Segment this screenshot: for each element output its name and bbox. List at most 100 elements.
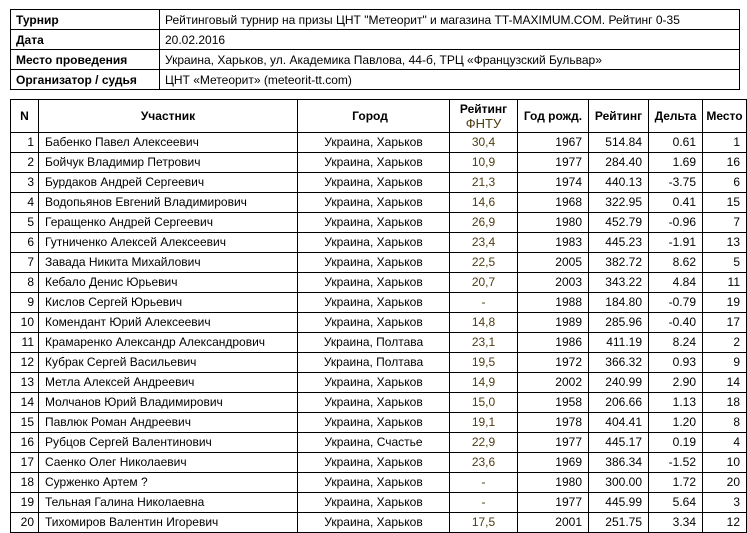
row-cell-delta: -0.40: [648, 312, 703, 333]
table-row: 14 Молчанов Юрий Владимирович Украина, Хар…: [10, 392, 747, 413]
row-cell-birth-year: 1980: [517, 472, 589, 493]
row-cell-city: Украина, Харьков: [297, 472, 450, 493]
row-cell-fntu-rating: 22,9: [449, 432, 518, 453]
row-cell-birth-year: 1988: [517, 292, 589, 313]
row-cell-fntu-rating: 26,9: [449, 212, 518, 233]
row-cell-place: 2: [702, 332, 747, 353]
table-row: 13 Метла Алексей Андреевич Украина, Харько…: [10, 372, 747, 393]
row-cell-rating: 382.72: [588, 252, 649, 273]
row-cell-city: Украина, Харьков: [297, 132, 450, 153]
row-cell-rating: 445.17: [588, 432, 649, 453]
row-cell-delta: 8.24: [648, 332, 703, 353]
row-cell-city: Украина, Харьков: [297, 292, 450, 313]
row-cell-place: 6: [702, 172, 747, 193]
tournament-info-body: Турнир Рейтинговый турнир на призы ЦНТ "…: [10, 9, 740, 90]
info-row-venue: Место проведения Украина, Харьков, ул. А…: [10, 49, 740, 70]
row-cell-delta: 5.64: [648, 492, 703, 513]
row-cell-fntu-rating: 20,7: [449, 272, 518, 293]
row-cell-delta: 1.20: [648, 412, 703, 433]
row-cell-participant: Комендант Юрий Алексеевич: [38, 312, 298, 333]
tournament-info-section: Турнир Рейтинговый турнир на призы ЦНТ "…: [0, 0, 747, 90]
row-cell-place: 1: [702, 132, 747, 153]
row-cell-rating: 240.99: [588, 372, 649, 393]
row-cell-participant: Завада Никита Михайлович: [38, 252, 298, 273]
row-cell-fntu-rating: 15,0: [449, 392, 518, 413]
row-cell-birth-year: 1967: [517, 132, 589, 153]
table-row: 11 Крамаренко Александр Александрович Укра…: [10, 332, 747, 353]
row-cell-delta: 0.61: [648, 132, 703, 153]
row-cell-participant: Молчанов Юрий Владимирович: [38, 392, 298, 413]
info-row-tournament: Турнир Рейтинговый турнир на призы ЦНТ "…: [10, 9, 740, 30]
row-cell-city: Украина, Харьков: [297, 372, 450, 393]
row-cell-number: 12: [10, 352, 39, 373]
table-row: 20 Тихомиров Валентин Игоревич Украина, Ха…: [10, 512, 747, 533]
row-cell-number: 19: [10, 492, 39, 513]
row-cell-rating: 445.23: [588, 232, 649, 253]
row-cell-city: Украина, Полтава: [297, 352, 450, 373]
row-cell-birth-year: 2003: [517, 272, 589, 293]
row-cell-birth-year: 1986: [517, 332, 589, 353]
row-cell-fntu-rating: -: [449, 492, 518, 513]
row-cell-birth-year: 1958: [517, 392, 589, 413]
row-cell-birth-year: 1978: [517, 412, 589, 433]
row-cell-participant: Тельная Галина Николаевна: [38, 492, 298, 513]
table-row: 8 Кебало Денис Юрьевич Украина, Харьков 20,…: [10, 272, 747, 293]
row-cell-number: 5: [10, 212, 39, 233]
table-row: 4 Водопьянов Евгений Владимирович Украина,…: [10, 192, 747, 213]
row-cell-place: 11: [702, 272, 747, 293]
row-cell-number: 9: [10, 292, 39, 313]
row-cell-rating: 300.00: [588, 472, 649, 493]
table-row: 19 Тельная Галина Николаевна Украина, Харь…: [10, 492, 747, 513]
row-cell-number: 1: [10, 132, 39, 153]
row-cell-fntu-rating: 22,5: [449, 252, 518, 273]
row-cell-delta: -0.79: [648, 292, 703, 313]
table-row: 16 Рубцов Сергей Валентинович Украина, Сча…: [10, 432, 747, 453]
row-cell-birth-year: 2001: [517, 512, 589, 533]
row-cell-city: Украина, Харьков: [297, 412, 450, 433]
row-cell-city: Украина, Харьков: [297, 212, 450, 233]
row-cell-participant: Рубцов Сергей Валентинович: [38, 432, 298, 453]
row-cell-fntu-rating: -: [449, 292, 518, 313]
row-cell-city: Украина, Харьков: [297, 252, 450, 273]
row-cell-rating: 251.75: [588, 512, 649, 533]
row-cell-place: 9: [702, 352, 747, 373]
row-cell-participant: Бабенко Павел Алексеевич: [38, 132, 298, 153]
column-header-participant: Участник: [38, 99, 298, 133]
row-cell-rating: 445.99: [588, 492, 649, 513]
column-header-fntu-rating-line2: ФНТУ: [465, 115, 502, 131]
row-cell-rating: 322.95: [588, 192, 649, 213]
info-row-date: Дата 20.02.2016: [10, 29, 740, 50]
row-cell-place: 20: [702, 472, 747, 493]
row-cell-rating: 404.41: [588, 412, 649, 433]
row-cell-birth-year: 2002: [517, 372, 589, 393]
row-cell-number: 8: [10, 272, 39, 293]
row-cell-delta: 1.72: [648, 472, 703, 493]
table-row: 15 Павлюк Роман Андреевич Украина, Харьков…: [10, 412, 747, 433]
results-header-row: N Участник Город Рейтинг ФНТУ Год рожд. …: [10, 99, 747, 133]
row-cell-delta: 0.41: [648, 192, 703, 213]
row-cell-participant: Кубрак Сергей Васильевич: [38, 352, 298, 373]
table-row: 10 Комендант Юрий Алексеевич Украина, Харь…: [10, 312, 747, 333]
row-cell-delta: 1.13: [648, 392, 703, 413]
column-header-birth-year: Год рожд.: [517, 99, 589, 133]
table-row: 1 Бабенко Павел Алексеевич Украина, Харько…: [10, 132, 747, 153]
row-cell-city: Украина, Харьков: [297, 312, 450, 333]
row-cell-fntu-rating: -: [449, 472, 518, 493]
table-row: 9 Кислов Сергей Юрьевич Украина, Харьков -1…: [10, 292, 747, 313]
row-cell-fntu-rating: 14,8: [449, 312, 518, 333]
row-cell-birth-year: 1972: [517, 352, 589, 373]
row-cell-delta: 4.84: [648, 272, 703, 293]
column-header-delta: Дельта: [648, 99, 703, 133]
row-cell-birth-year: 1977: [517, 432, 589, 453]
row-cell-birth-year: 1980: [517, 212, 589, 233]
row-cell-city: Украина, Харьков: [297, 492, 450, 513]
info-label-tournament: Турнир: [10, 9, 160, 30]
table-row: 12 Кубрак Сергей Васильевич Украина, Полта…: [10, 352, 747, 373]
results-section: N Участник Город Рейтинг ФНТУ Год рожд. …: [0, 90, 747, 533]
row-cell-birth-year: 1977: [517, 492, 589, 513]
results-table-head: N Участник Город Рейтинг ФНТУ Год рожд. …: [10, 99, 747, 133]
row-cell-place: 17: [702, 312, 747, 333]
row-cell-place: 16: [702, 152, 747, 173]
row-cell-delta: 8.62: [648, 252, 703, 273]
row-cell-participant: Павлюк Роман Андреевич: [38, 412, 298, 433]
